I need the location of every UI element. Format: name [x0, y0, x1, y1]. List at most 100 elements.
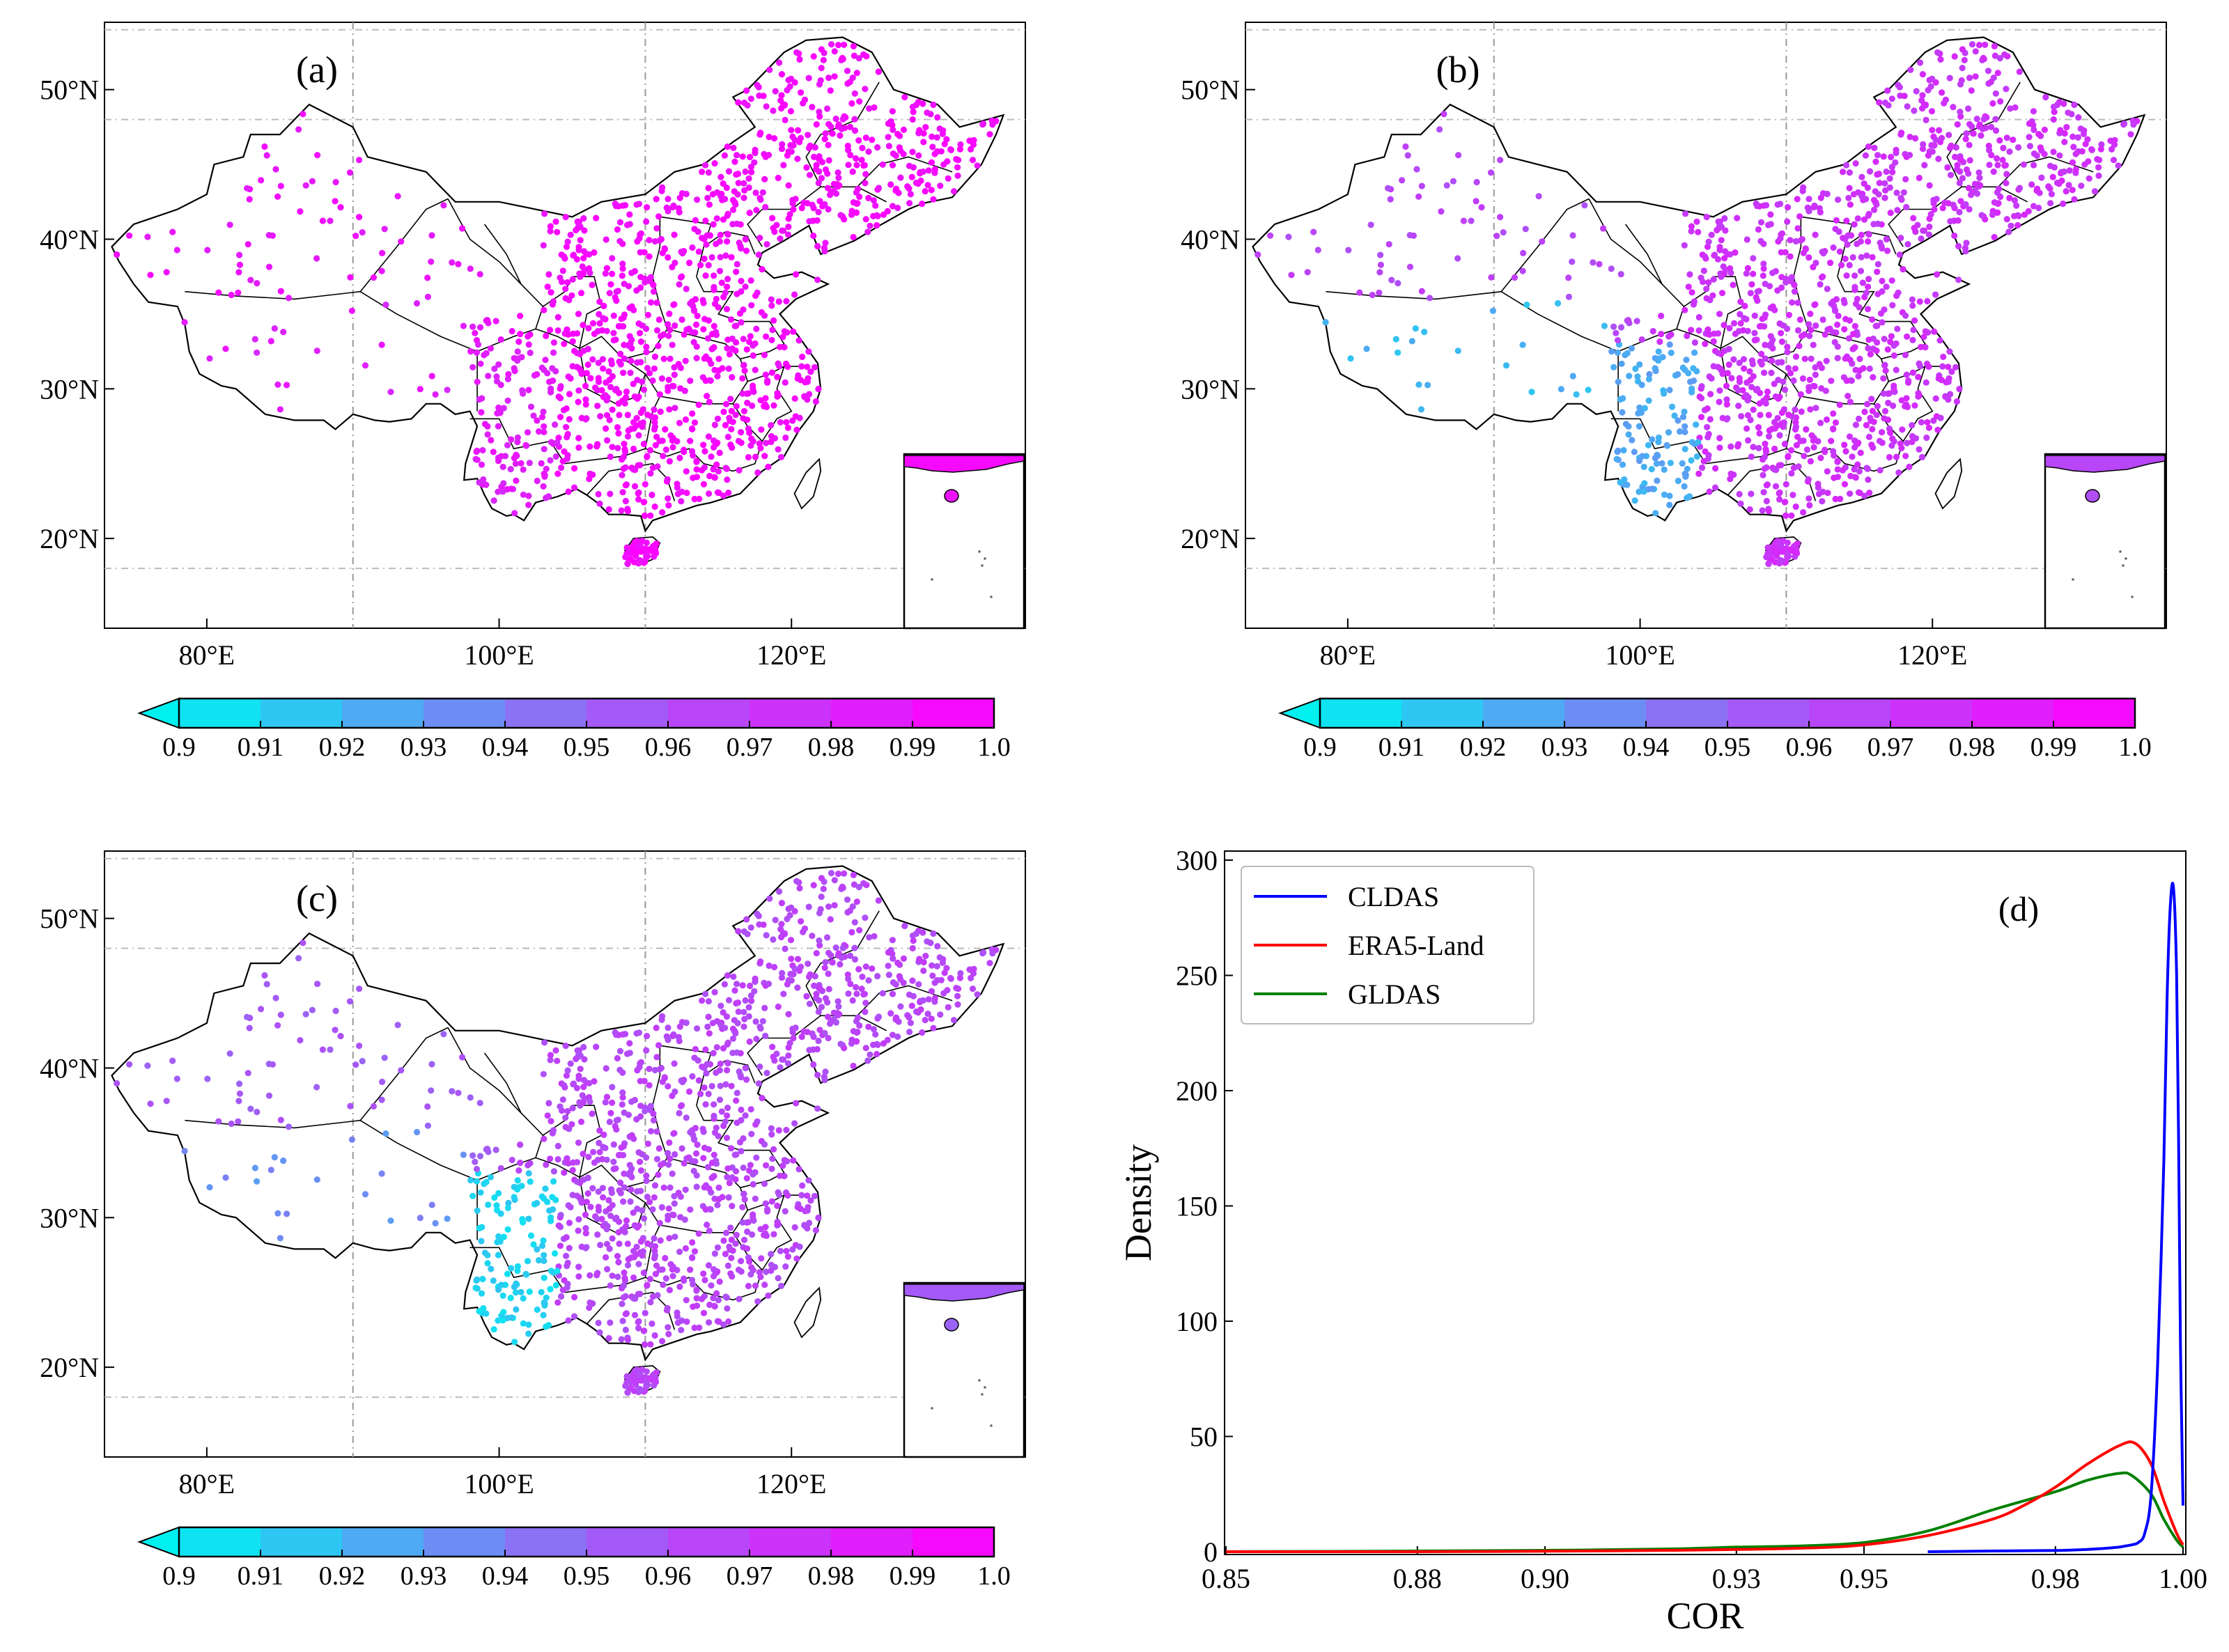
station-point	[631, 393, 638, 400]
map-frame	[104, 22, 1026, 629]
station-point	[1881, 99, 1889, 107]
station-point	[1415, 381, 1422, 388]
station-point	[1759, 507, 1766, 514]
station-point	[1939, 363, 1946, 370]
station-point	[651, 1066, 659, 1074]
station-point	[762, 1032, 769, 1039]
station-point	[1996, 185, 2003, 192]
station-point	[693, 1183, 700, 1190]
station-point	[782, 1263, 789, 1270]
station-point	[848, 211, 855, 218]
station-point	[1957, 113, 1964, 120]
station-point	[1363, 345, 1370, 352]
station-point	[1918, 235, 1925, 242]
station-point	[1812, 322, 1819, 329]
station-point	[540, 1237, 547, 1244]
station-point	[818, 175, 825, 182]
station-point	[554, 1156, 561, 1163]
station-point	[274, 1022, 281, 1029]
station-point	[637, 1158, 644, 1165]
station-point	[483, 1146, 491, 1153]
station-point	[742, 1064, 749, 1071]
station-point	[874, 212, 881, 219]
station-point	[690, 306, 698, 313]
station-point	[816, 1027, 823, 1034]
station-point	[635, 1261, 642, 1268]
station-point	[1255, 251, 1261, 258]
station-point	[530, 412, 537, 419]
station-point	[1723, 396, 1730, 403]
lat-tick-label: 20°N	[40, 523, 99, 554]
station-point	[745, 1282, 752, 1290]
station-point	[1658, 313, 1665, 320]
station-point	[699, 1063, 706, 1070]
station-point	[786, 83, 793, 90]
station-point	[1691, 298, 1698, 305]
station-point	[683, 190, 690, 198]
station-point	[669, 435, 676, 442]
station-point	[705, 185, 712, 192]
station-point	[1957, 81, 1964, 88]
station-point	[484, 423, 491, 430]
station-point	[1952, 144, 1959, 151]
station-point	[687, 1266, 694, 1273]
station-point	[258, 1006, 265, 1013]
station-point	[847, 952, 854, 959]
station-point	[1565, 293, 1572, 300]
station-point	[621, 1184, 628, 1191]
station-point	[370, 274, 378, 281]
station-point	[624, 433, 632, 440]
station-point	[1754, 386, 1761, 393]
station-point	[1624, 317, 1632, 324]
station-point	[746, 210, 753, 217]
station-point	[740, 928, 748, 935]
station-point	[1636, 458, 1643, 465]
station-point	[747, 164, 754, 171]
station-point	[1760, 272, 1766, 279]
station-point	[469, 364, 476, 371]
station-point	[541, 1275, 547, 1281]
station-point	[1785, 364, 1792, 372]
station-point	[734, 999, 742, 1006]
station-point	[1711, 251, 1718, 258]
station-point	[623, 388, 630, 396]
station-point	[762, 1230, 769, 1237]
station-point	[297, 208, 304, 215]
station-point	[851, 881, 857, 888]
station-point	[1705, 238, 1712, 245]
station-point	[550, 1127, 557, 1134]
colorbar-segment	[1564, 699, 1647, 728]
station-point	[683, 1297, 690, 1304]
station-point	[1904, 103, 1911, 110]
station-point	[1778, 409, 1785, 416]
station-point	[662, 1254, 669, 1262]
map-gridlines	[104, 22, 1025, 628]
station-point	[1898, 444, 1905, 452]
station-point	[1903, 395, 1910, 402]
station-point	[2063, 188, 2069, 195]
station-point	[750, 352, 756, 359]
station-point	[1904, 333, 1911, 340]
station-point	[1830, 244, 1837, 251]
station-point	[2011, 212, 2018, 219]
station-point	[1698, 383, 1705, 390]
station-point	[909, 148, 916, 155]
station-point	[690, 1167, 697, 1174]
station-point	[703, 1070, 710, 1077]
station-point	[538, 1242, 546, 1249]
station-point	[736, 1068, 743, 1075]
station-point	[540, 242, 547, 249]
station-point	[2094, 156, 2101, 163]
station-point	[538, 414, 546, 421]
south-china-sea-inset	[903, 453, 1025, 630]
station-point	[1519, 267, 1526, 274]
station-point	[656, 391, 663, 398]
station-point	[798, 205, 805, 212]
station-point	[1885, 416, 1892, 423]
station-point	[724, 1262, 731, 1269]
station-point	[931, 166, 938, 173]
province-border	[483, 224, 522, 285]
station-point	[204, 247, 211, 254]
station-point	[716, 1278, 723, 1285]
station-point	[729, 444, 736, 451]
